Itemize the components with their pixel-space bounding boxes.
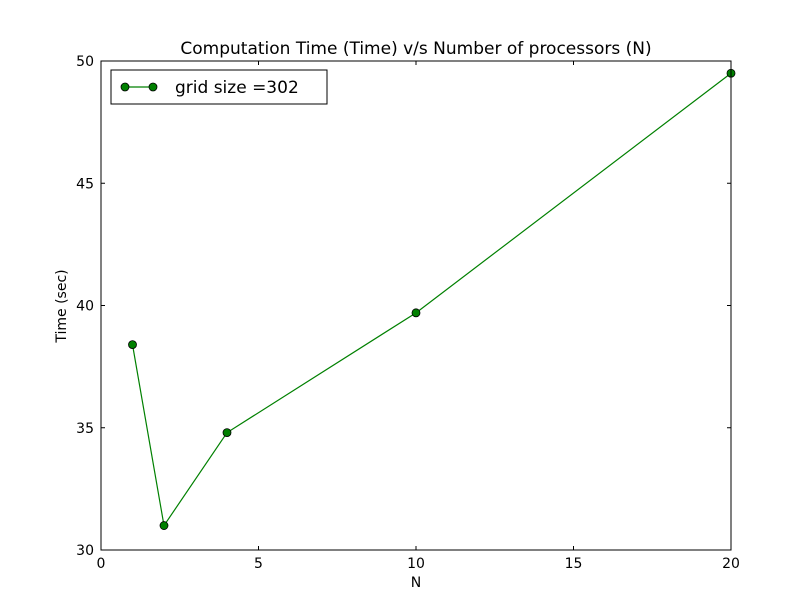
series-layer bbox=[128, 68, 736, 530]
y-tick-label: 40 bbox=[76, 299, 94, 315]
data-point bbox=[411, 308, 421, 318]
y-tick-label: 45 bbox=[76, 176, 94, 192]
x-tick-label: 10 bbox=[407, 556, 425, 572]
x-tick-label: 20 bbox=[722, 556, 740, 572]
x-axis-ticks: 0 5 10 15 20 bbox=[97, 61, 740, 572]
x-tick-label: 15 bbox=[565, 556, 583, 572]
y-tick-label: 35 bbox=[76, 421, 94, 437]
x-tick-label: 0 bbox=[97, 556, 106, 572]
x-axis-label: N bbox=[411, 575, 421, 591]
legend-entry-label: grid size =302 bbox=[175, 78, 299, 98]
legend-marker bbox=[120, 82, 130, 92]
chart-title: Computation Time (Time) v/s Number of pr… bbox=[180, 39, 651, 59]
data-point bbox=[128, 340, 137, 350]
y-axis-label: Time (sec) bbox=[54, 269, 70, 343]
y-axis-ticks: 30 35 40 45 50 bbox=[76, 54, 731, 559]
plot-frame bbox=[100, 60, 732, 551]
y-tick-label: 50 bbox=[76, 54, 94, 70]
legend-marker bbox=[148, 82, 158, 92]
data-point bbox=[159, 521, 169, 530]
data-point bbox=[222, 428, 232, 438]
x-tick-label: 5 bbox=[254, 556, 263, 572]
legend: grid size =302 bbox=[110, 69, 328, 105]
series-line bbox=[131, 72, 732, 528]
y-tick-label: 30 bbox=[76, 543, 94, 559]
